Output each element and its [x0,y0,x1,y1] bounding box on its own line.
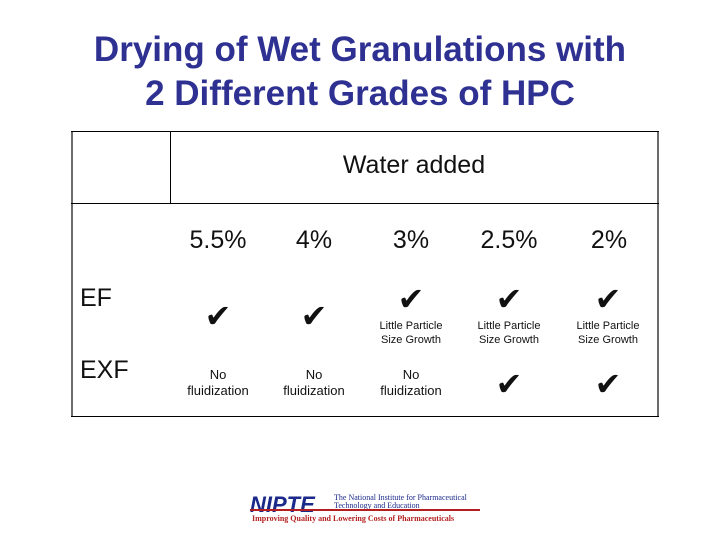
exf-cell-1-note: No fluidization [187,367,249,398]
ef-cell-3-note: Little Particle Size Growth [379,320,443,346]
exf-cell-3-note: No fluidization [380,367,442,398]
nipte-logo: NIPTE The National Institute for Pharmac… [250,492,480,528]
nipte-tagline: Improving Quality and Lowering Costs of … [252,514,455,523]
column-header-1: 5.5% [189,226,247,254]
column-header-4: 2.5% [480,226,538,254]
checkmark-icon: ✔ [397,280,425,318]
table-bottom-border [71,416,659,417]
exf-cell-3: No fluidization [363,367,459,399]
exf-cell-2: No fluidization [266,367,362,399]
checkmark-icon: ✔ [204,297,232,335]
column-header-2: 4% [295,226,333,254]
logo-rule [250,509,480,511]
table-top-border [71,131,659,132]
checkmark-icon: ✔ [594,280,622,318]
column-header-3: 3% [392,226,430,254]
checkmark-icon: ✔ [300,297,328,335]
checkmark-icon: ✔ [495,365,523,403]
slide-title: Drying of Wet Granulations with 2 Differ… [0,28,720,116]
ef-cell-1: ✔ [170,300,266,332]
ef-cell-4-note: Little Particle Size Growth [477,320,541,346]
row-label-divider [170,131,171,203]
ef-cell-2: ✔ [266,300,362,332]
checkmark-icon: ✔ [495,280,523,318]
ef-cell-5: ✔ Little Particle Size Growth [560,283,656,347]
ef-cell-5-note: Little Particle Size Growth [576,320,640,346]
exf-cell-4: ✔ [461,368,557,400]
table-frame [71,131,659,417]
ef-cell-4: ✔ Little Particle Size Growth [461,283,557,347]
nipte-logo-mark: NIPTE [250,492,315,517]
ef-cell-3: ✔ Little Particle Size Growth [363,283,459,347]
header-divider [71,203,659,204]
row-label-ef: EF [80,284,112,312]
water-added-header: Water added [342,151,486,179]
slide-title-line-2: 2 Different Grades of HPC [145,74,575,113]
exf-cell-5: ✔ [560,368,656,400]
row-label-exf: EXF [80,356,129,384]
nipte-institute-name: The National Institute for Pharmaceutica… [334,493,467,510]
exf-cell-2-note: No fluidization [283,367,345,398]
checkmark-icon: ✔ [594,365,622,403]
slide-title-line-1: Drying of Wet Granulations with [93,30,627,69]
column-header-5: 2% [590,226,628,254]
exf-cell-1: No fluidization [170,367,266,399]
